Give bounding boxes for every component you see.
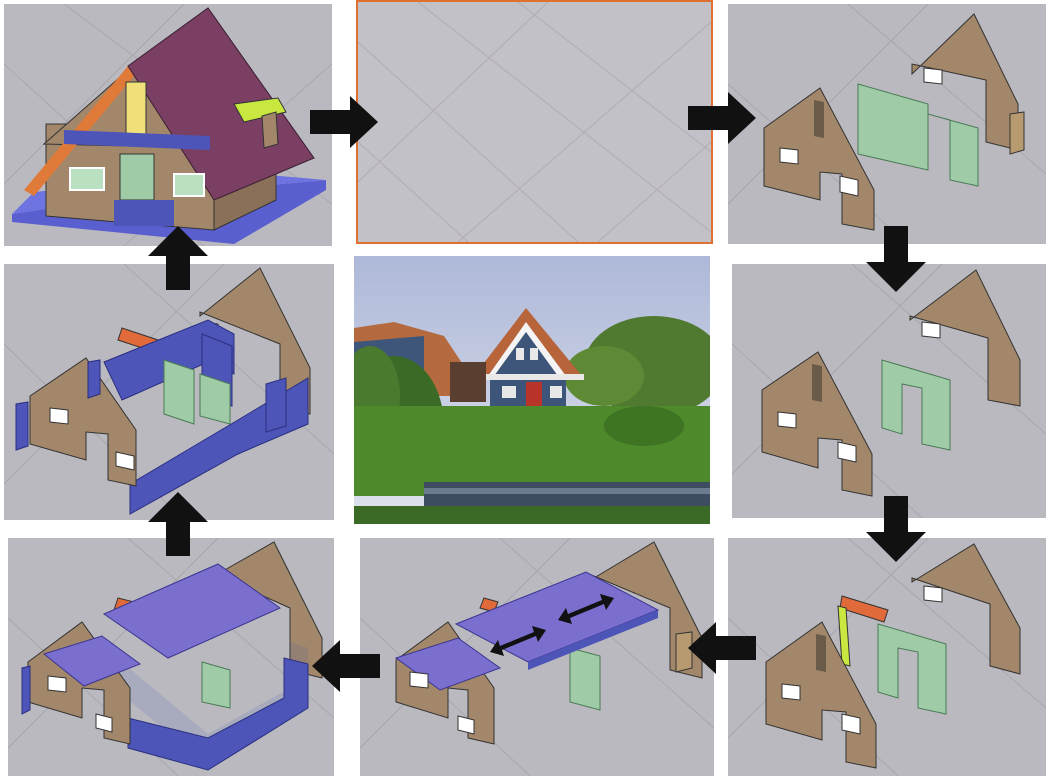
arrow-up-2 [148, 226, 208, 290]
house-model-drawing [4, 4, 332, 246]
panel-gables-beam [728, 538, 1046, 776]
arrow-down-1 [866, 226, 926, 292]
floor-slab-drawing [360, 538, 714, 776]
panel-complete-house [4, 4, 332, 246]
panel-house-photo [354, 256, 710, 524]
panel-roof-slab [8, 538, 334, 776]
empty-grid-drawing [358, 2, 711, 242]
arrow-up-1 [148, 492, 208, 556]
panel-blue-walls [4, 264, 334, 520]
arrow-down-2 [866, 496, 926, 562]
blue-walls-drawing [4, 264, 334, 520]
arrow-left-1 [688, 622, 756, 674]
arrow-left-2 [312, 640, 380, 692]
panel-empty-grid [356, 0, 713, 244]
gables-green-walls-drawing [728, 4, 1046, 244]
house-photo-illustration [354, 256, 710, 524]
gables-one-wall-drawing [732, 264, 1046, 518]
panel-floor-slab [360, 538, 714, 776]
arrow-right-2 [688, 92, 756, 144]
panel-gables-green-walls [728, 4, 1046, 244]
arrow-right-1 [310, 96, 378, 148]
gables-beam-drawing [728, 538, 1046, 776]
roof-slab-drawing [8, 538, 334, 776]
panel-gables-one-wall [732, 264, 1046, 518]
